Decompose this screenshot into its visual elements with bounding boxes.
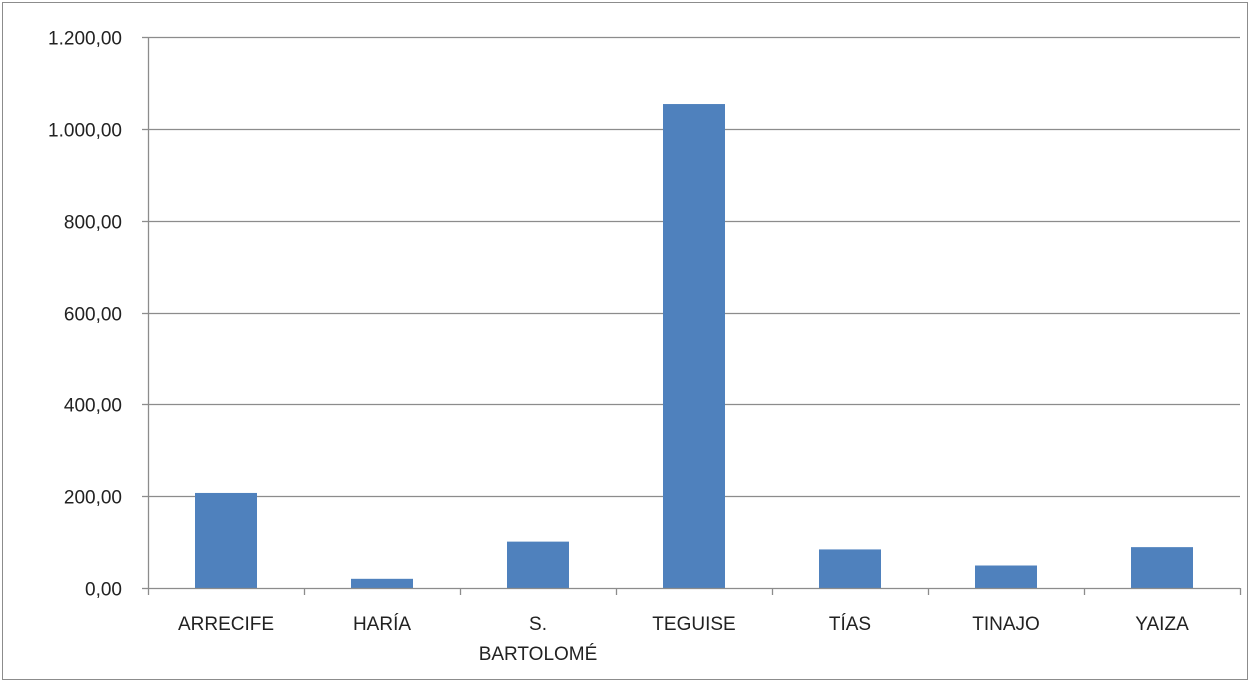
- bar: [507, 541, 569, 588]
- y-tick-labels: 0,00 200,00 400,00 600,00 800,00 1.000,00 1.20…: [48, 29, 122, 601]
- y-tick-label: 1.000,00: [48, 121, 122, 142]
- x-tick-label: TEGUISE: [652, 614, 735, 635]
- y-tick-label: 600,00: [64, 305, 122, 326]
- x-tick-label: HARÍA: [353, 614, 411, 635]
- axes: [142, 36, 1242, 595]
- x-tick-label: YAIZA: [1135, 614, 1189, 635]
- y-tick-label: 1.200,00: [48, 29, 122, 50]
- x-tick-label: TINAJO: [972, 614, 1040, 635]
- bar: [1131, 547, 1193, 588]
- bar: [663, 104, 725, 588]
- bar: [819, 549, 881, 588]
- y-tick-label: 200,00: [64, 488, 122, 509]
- y-tick-label: 0,00: [85, 580, 122, 601]
- x-tick-label: BARTOLOMÉ: [479, 644, 598, 665]
- bar: [195, 492, 257, 588]
- bar: [975, 565, 1037, 588]
- x-tick-label: ARRECIFE: [178, 614, 274, 635]
- x-tick-label: TÍAS: [829, 614, 871, 635]
- bar: [351, 578, 413, 588]
- y-tick-label: 800,00: [64, 213, 122, 234]
- x-tick-labels: ARRECIFE HARÍA S. BARTOLOMÉ TEGUISE TÍAS TINAJ…: [178, 614, 1189, 665]
- bars: [195, 104, 1193, 588]
- x-tick-label: S.: [529, 614, 547, 635]
- y-tick-label: 400,00: [64, 396, 122, 417]
